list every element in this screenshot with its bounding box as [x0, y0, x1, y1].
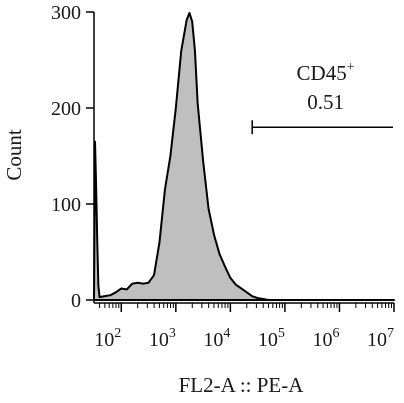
x-tick-label: 106 — [312, 326, 339, 351]
gate-value: 0.51 — [307, 90, 344, 114]
x-tick-label: 103 — [149, 326, 176, 351]
y-tick-label: 300 — [51, 2, 81, 24]
histogram-area — [93, 11, 395, 301]
y-tick-label: 0 — [71, 290, 81, 312]
x-tick-label: 102 — [94, 326, 121, 351]
x-axis-label: FL2-A :: PE-A — [179, 373, 305, 397]
plot-area — [93, 11, 395, 301]
x-tick-label: 105 — [258, 326, 285, 351]
y-tick-label: 200 — [51, 98, 81, 120]
gate-label: CD45+ — [297, 60, 355, 85]
x-tick-label: 107 — [367, 326, 394, 351]
x-tick-label: 104 — [203, 326, 230, 351]
x-axis: 102 103 104 105 106 107 — [94, 302, 395, 351]
y-axis: 0 100 200 300 — [51, 2, 95, 312]
y-tick-label: 100 — [51, 194, 81, 216]
y-axis-label: Count — [2, 129, 26, 181]
gate-annotations: CD45+ 0.51 — [251, 60, 393, 135]
